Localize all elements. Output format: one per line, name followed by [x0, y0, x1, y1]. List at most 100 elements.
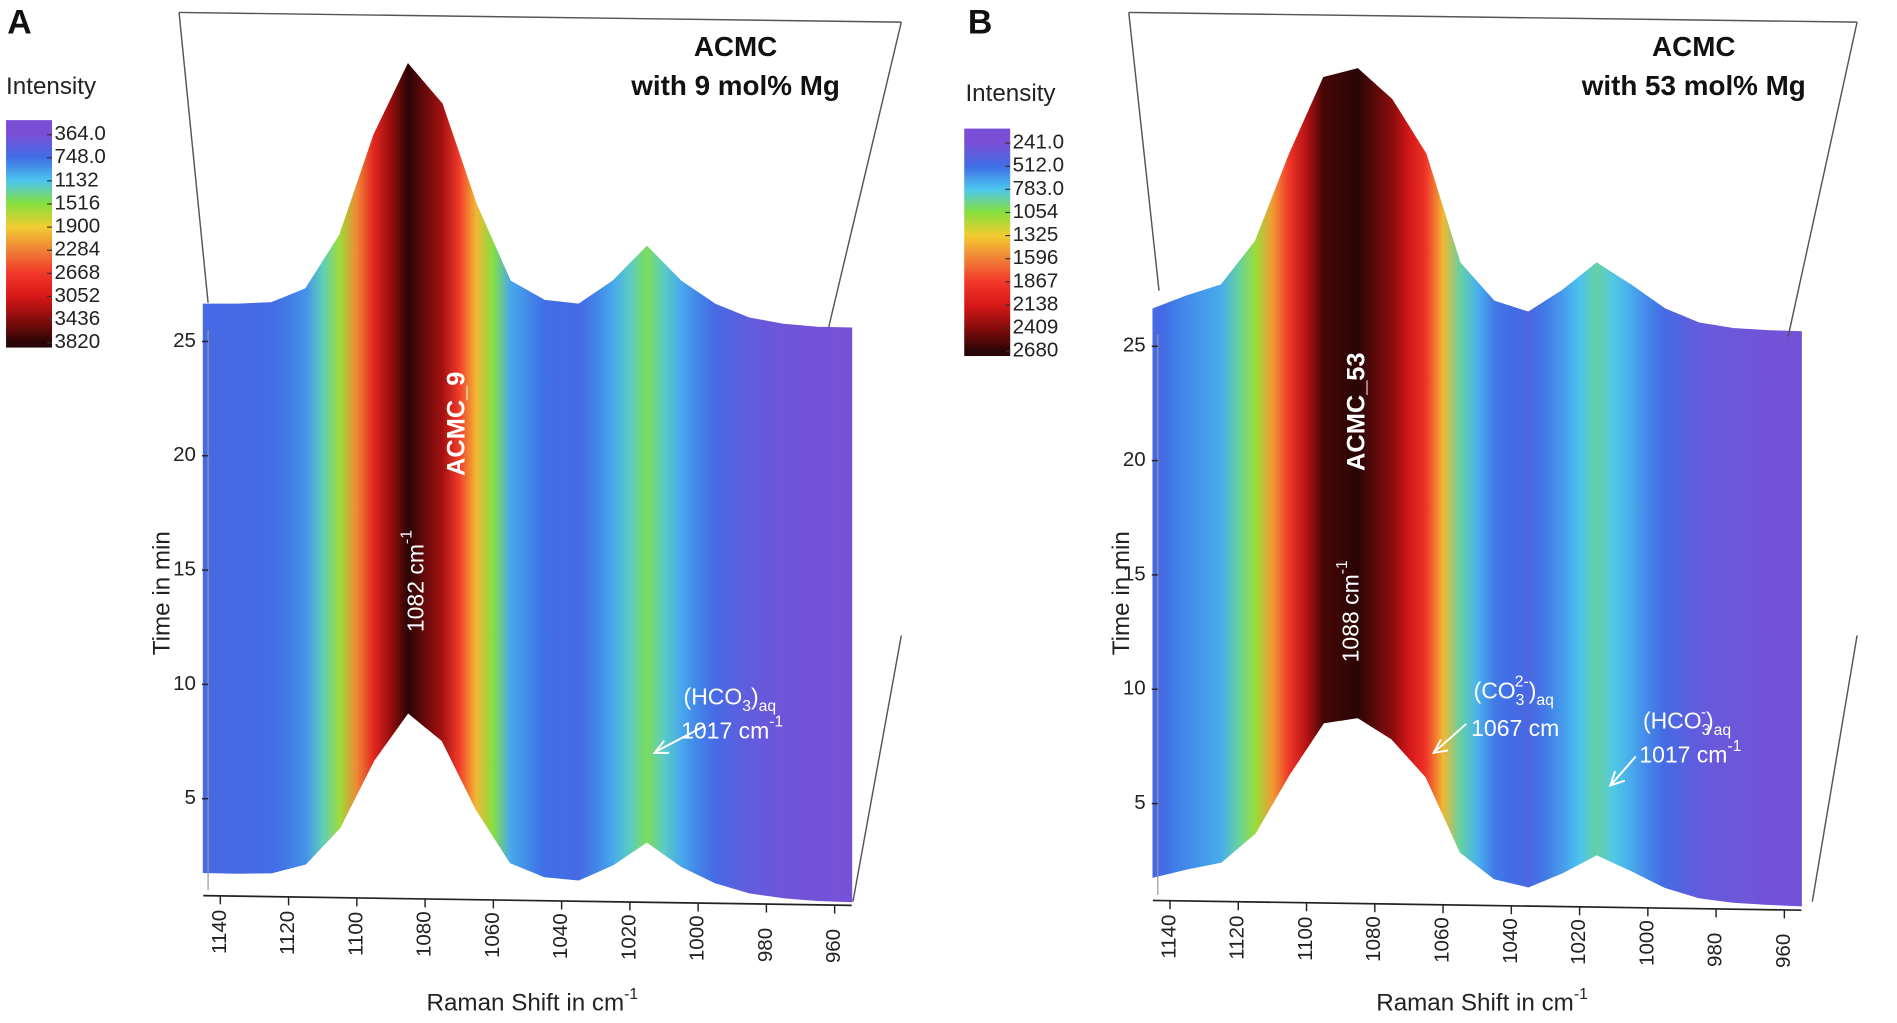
colorbar-title: Intensity [6, 73, 97, 100]
surfaces [202, 62, 1802, 907]
y-tick-label: 15 [173, 558, 196, 581]
panel-label: B [968, 4, 992, 42]
surface-column [731, 310, 767, 896]
chart-title: with 53 mol% Mg [1581, 70, 1806, 101]
x-axis-title-text: Raman Shift in cm [1376, 990, 1574, 1017]
annotation-text: 1088 cm [1338, 574, 1364, 662]
chart-title: with 9 mol% Mg [630, 70, 840, 101]
band-annotation: (HCO3-)aq [1643, 704, 1731, 739]
surface-column [834, 327, 853, 903]
band-annotation: (CO32-)aq [1474, 674, 1554, 709]
surface-column [356, 99, 392, 795]
surface-column [492, 242, 528, 871]
axes: 1140 1120 1100 1080 1060 1040 1020 1000 980 96051… [6, 120, 1802, 968]
band-annotation: (HCO3)aq [684, 683, 777, 715]
frame-line [1787, 21, 1858, 337]
x-axis-line [1152, 899, 1802, 912]
colorbar-tick-label: 2138 [1013, 292, 1059, 315]
colorbar-tick-label: 3820 [54, 330, 100, 353]
colorbar-tick-label: 2680 [1013, 339, 1059, 362]
x-tick-label: 1080 [1362, 916, 1385, 962]
frame-line [178, 12, 209, 303]
surface-column [253, 294, 290, 874]
surface-column [458, 153, 494, 838]
surface-column [1749, 329, 1785, 906]
x-tick-label: 980 [1704, 933, 1727, 967]
colorbar-tick-label: 241.0 [1013, 131, 1064, 154]
surface-column [1715, 325, 1751, 904]
annotation-sup: 2- [1515, 674, 1529, 691]
x-tick-label: 960 [1772, 934, 1795, 968]
x-axis-title-sup: -1 [624, 986, 638, 1003]
surface-column [1647, 295, 1683, 894]
surface-column [202, 303, 221, 874]
frame-line [1128, 12, 1160, 291]
annotation-text: ACMC_9 [442, 372, 470, 476]
surface-column [288, 260, 324, 870]
sample-annotation: ACMC_53 [1342, 352, 1370, 471]
colorbar [964, 128, 1011, 357]
x-tick-label: 1060 [481, 912, 504, 958]
annotation-sup: -1 [1334, 560, 1351, 574]
x-tick-label: 1140 [1157, 915, 1180, 959]
annotation-sub: 3 [742, 698, 751, 715]
annotation-sup: -1 [399, 530, 416, 544]
surface-column [1442, 208, 1478, 867]
annotation-text: 1082 cm [402, 544, 428, 632]
arrow-shaft [655, 725, 705, 753]
x-tick-label: 1120 [276, 911, 299, 955]
colorbar-tick-label: 1867 [1013, 269, 1059, 292]
surface-column [1613, 272, 1649, 880]
surface-column [765, 320, 802, 900]
arrow-shaft [1610, 755, 1637, 785]
frame-line [179, 11, 902, 23]
x-tick-label: 960 [822, 929, 845, 963]
x-tick-label: 1120 [1226, 916, 1249, 960]
y-tick-label: 5 [1134, 791, 1145, 814]
arrow-shaft [1434, 723, 1467, 753]
x-tick-label: 1140 [208, 910, 231, 954]
colorbar-tick-label: 1054 [1013, 200, 1059, 223]
annotation-text: 1067 cm [1471, 715, 1559, 741]
annotation-sup: - [1701, 704, 1706, 721]
annotation-text: 1017 cm [1639, 742, 1727, 768]
annotation-text: ACMC_53 [1342, 352, 1370, 471]
surface-column [1271, 115, 1308, 806]
annotation-text: (HCO [684, 683, 743, 709]
surface-column [322, 184, 358, 848]
peak-annotation: 1082 cm-1 [399, 530, 429, 632]
colorbar-tick-label: 1325 [1013, 223, 1059, 246]
surface-column [1152, 301, 1171, 878]
annotation-text: ) [751, 683, 759, 709]
x-tick-label: 1020 [617, 914, 640, 960]
peak-annotation: 1088 cm-1 [1334, 560, 1364, 662]
arrow-head [1431, 739, 1449, 755]
colorbar-tick-label: 2668 [54, 261, 100, 284]
annotation-sub: aq [1714, 722, 1731, 739]
arrow [1431, 723, 1637, 788]
band-annotation: 1017 cm-1 [681, 714, 783, 744]
annotation-sup: -1 [769, 714, 783, 731]
x-tick-label: 1020 [1567, 919, 1590, 965]
annotation-text: ) [1529, 677, 1537, 703]
x-axis-line [203, 894, 852, 907]
sample-annotation: ACMC_9 [442, 372, 470, 476]
y-tick-label: 5 [185, 786, 196, 809]
colorbar-tick-label: 1132 [54, 168, 98, 191]
x-axis-title-sup: -1 [1574, 986, 1588, 1003]
frame-line [1811, 635, 1858, 902]
x-axis-title-text: Raman Shift in cm [427, 990, 625, 1017]
surface-column [1579, 262, 1615, 865]
frame-line [852, 635, 903, 902]
surface-column [1203, 261, 1239, 867]
chart-title: ACMC [1652, 31, 1735, 62]
x-tick-label: 980 [754, 928, 777, 962]
chart-title: ACMC [694, 31, 777, 62]
colorbar-tick-label: 1596 [1013, 246, 1059, 269]
y-axis-title: Time in min [149, 531, 176, 655]
surface-column [1544, 275, 1581, 881]
colorbar-tick-label: 2284 [54, 238, 100, 261]
surface-column [1510, 300, 1546, 888]
colorbar-tick-label: 512.0 [1013, 154, 1064, 177]
